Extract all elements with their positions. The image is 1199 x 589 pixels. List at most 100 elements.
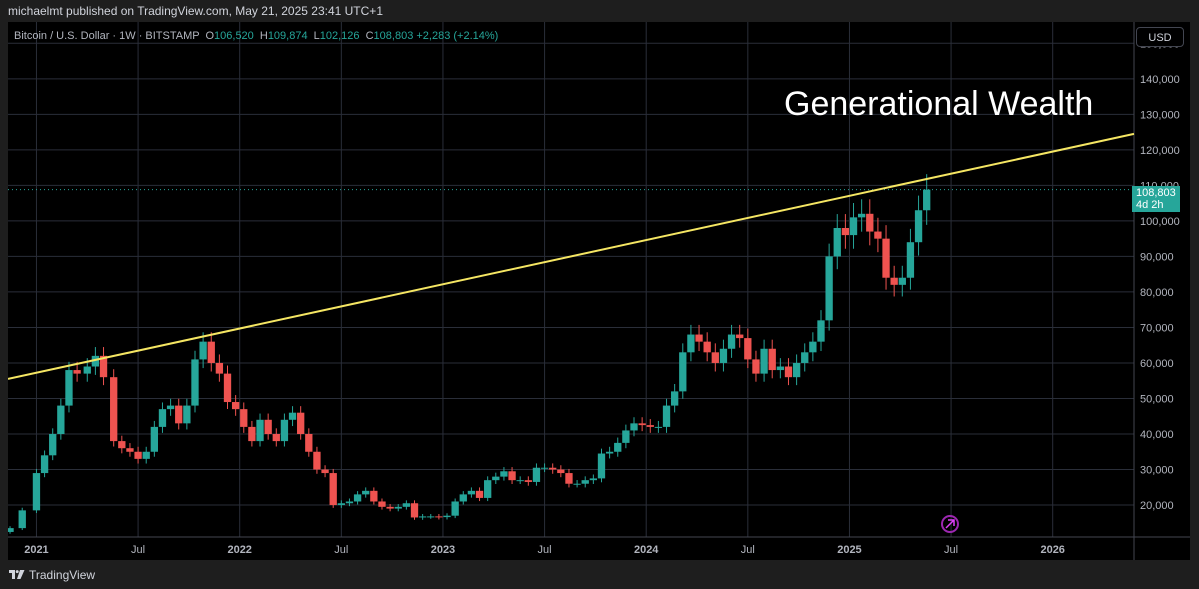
- candle-body: [670, 391, 679, 406]
- candle-body: [849, 217, 858, 236]
- candle-body: [40, 455, 49, 474]
- candle-body: [142, 451, 150, 459]
- candle-body: [565, 473, 573, 484]
- candle-body: [695, 334, 703, 342]
- candle-body: [65, 370, 73, 406]
- candle-body: [500, 471, 508, 477]
- bar-countdown: 4d 2h: [1136, 199, 1164, 211]
- candle-body: [898, 277, 906, 285]
- candle-body: [183, 405, 191, 424]
- candle-body: [679, 352, 687, 392]
- candle-body: [524, 480, 532, 482]
- symbol-name: Bitcoin / U.S. Dollar · 1W · BITSTAMP: [14, 30, 200, 42]
- y-tick-label: 50,000: [1140, 393, 1174, 405]
- candle-body: [362, 490, 370, 495]
- candle-body: [57, 405, 65, 434]
- candle-body: [280, 419, 289, 442]
- candle-body: [760, 348, 768, 374]
- high-label: H: [259, 30, 268, 42]
- candle-body: [410, 503, 419, 518]
- candle-body: [605, 451, 614, 454]
- x-tick-label: Jul: [741, 544, 755, 556]
- candle-body: [394, 506, 402, 509]
- currency-button[interactable]: USD: [1136, 27, 1184, 47]
- candle-body: [866, 213, 874, 232]
- candle-body: [890, 277, 898, 285]
- close-value: 108,803: [373, 30, 414, 42]
- candle-body: [32, 473, 41, 511]
- brand-name: TradingView: [29, 568, 96, 582]
- low-label: L: [313, 30, 320, 42]
- annotation-text: Generational Wealth: [784, 85, 1093, 123]
- high-value: 109,874: [267, 30, 308, 42]
- y-tick-label: 140,000: [1140, 74, 1180, 86]
- candle-body: [215, 362, 224, 374]
- candle-body: [727, 334, 736, 349]
- x-tick-label: 2022: [227, 544, 251, 556]
- y-tick-label: 120,000: [1140, 145, 1180, 157]
- candle-body: [134, 451, 142, 459]
- symbol-legend: Bitcoin / U.S. Dollar · 1W · BITSTAMP O1…: [14, 30, 498, 42]
- candle-body: [906, 242, 915, 278]
- chart-panel[interactable]: 20,000 30,000 40,000 50,000 60,000 70,000 80,0…: [8, 22, 1190, 560]
- publish-info: michaelmt published on TradingView.com, …: [0, 0, 1199, 22]
- candle-body: [744, 338, 752, 360]
- candle-body: [540, 467, 549, 469]
- candle-body: [427, 516, 435, 518]
- candle-body: [581, 480, 589, 484]
- candle-body: [662, 405, 671, 427]
- resistance-trendline: [8, 132, 1135, 380]
- candle-body: [49, 434, 57, 456]
- candle-body: [305, 434, 313, 452]
- candle-body: [378, 501, 386, 507]
- chart-svg[interactable]: 20,000 30,000 40,000 50,000 60,000 70,000 80,0…: [8, 22, 1190, 560]
- candle-body: [118, 441, 126, 449]
- candle-body: [719, 348, 728, 363]
- candle-body: [73, 370, 81, 374]
- candle-body: [443, 515, 451, 518]
- candle-body: [370, 490, 378, 502]
- candle-body: [817, 320, 825, 342]
- candle-body: [857, 213, 866, 218]
- y-tick-label: 20,000: [1140, 500, 1174, 512]
- candle-body: [451, 501, 459, 516]
- candle-body: [549, 467, 557, 470]
- candle-body: [792, 362, 801, 378]
- candle-body: [337, 503, 345, 506]
- candle-body: [158, 409, 167, 427]
- y-tick-label: 70,000: [1140, 322, 1174, 334]
- y-tick-label: 60,000: [1140, 358, 1174, 370]
- candle-body: [353, 494, 362, 502]
- candle-body: [329, 473, 337, 506]
- candle-body: [345, 501, 354, 504]
- candle-body: [475, 490, 484, 498]
- candle-body: [435, 516, 443, 518]
- candle-body: [83, 366, 91, 374]
- candle-body: [484, 480, 492, 498]
- candle-body: [199, 341, 207, 360]
- candle-body: [638, 423, 646, 426]
- candle-body: [231, 402, 240, 410]
- candle-body: [711, 352, 719, 363]
- y-tick-label: 100,000: [1140, 216, 1180, 228]
- x-tick-label: Jul: [538, 544, 552, 556]
- candle-body: [736, 334, 744, 339]
- candle-body: [272, 434, 280, 442]
- tradingview-logo[interactable]: TradingView: [9, 568, 95, 582]
- candle-body: [589, 478, 598, 481]
- y-tick-label: 90,000: [1140, 251, 1174, 263]
- low-value: 102,126: [319, 30, 360, 42]
- candle-body: [614, 442, 622, 452]
- candle-body: [882, 238, 890, 278]
- last-price-tag: 108,803 4d 2h: [1132, 186, 1180, 212]
- candle-body: [597, 453, 606, 479]
- event-flag-icon[interactable]: [941, 515, 959, 533]
- candle-body: [703, 341, 711, 353]
- candle-body: [841, 228, 850, 236]
- candle-body: [467, 490, 476, 495]
- candle-body: [459, 494, 467, 502]
- candle-body: [687, 334, 695, 353]
- candle-body: [622, 430, 630, 443]
- candle-body: [18, 510, 26, 529]
- candle-body: [256, 419, 264, 442]
